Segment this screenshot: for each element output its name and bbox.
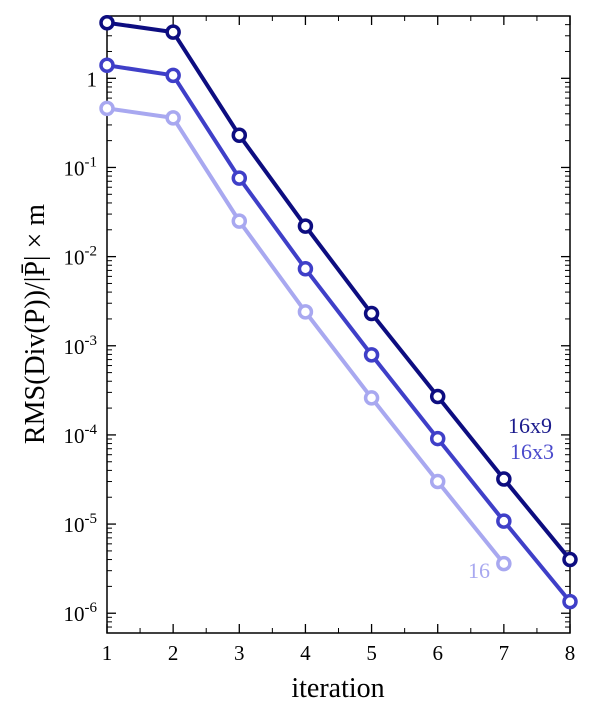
series-group [99,15,578,610]
series-line-16 [106,106,506,565]
y-tick-label: 10-2 [64,244,98,270]
y-axis-label: RMS(Div(P))/|P̄| × m [20,204,51,444]
data-point-16x3 [297,261,314,277]
data-point-16 [297,304,314,320]
y-tick-label: 10-5 [64,511,98,537]
x-tick-label: 5 [366,641,377,665]
series-line-16x9 [106,20,572,561]
x-tick-label: 8 [565,641,576,665]
data-point-16x9 [429,388,446,405]
axis-ticks: 1 2 3 4 5 6 7 8 1 10-1 10-2 10-3 10-4 10-5 10-6 [64,15,576,665]
data-point-16x9 [99,15,115,31]
data-point-16x3 [99,57,115,74]
x-tick-label: 7 [499,641,510,665]
y-tick-label: 10-3 [64,333,98,359]
series-line-16x3 [106,63,572,603]
plot-frame [106,15,571,634]
x-tick-label: 1 [102,641,113,665]
data-point-16 [165,110,181,126]
data-point-16 [363,390,380,406]
data-point-16x9 [496,471,512,487]
x-tick-label: 3 [234,641,245,665]
data-point-16x3 [165,67,181,84]
y-tick-label: 10-1 [64,154,98,180]
data-point-16 [496,555,512,572]
y-tick-label: 1 [87,67,98,91]
data-point-16x3 [496,513,512,529]
data-point-16x9 [363,305,380,322]
series-label-16x9: 16x9 [508,413,552,438]
data-point-16 [231,213,248,229]
data-point-16x9 [231,127,248,143]
y-tick-label: 10-6 [64,600,98,626]
data-point-16 [429,473,446,490]
data-point-16x3 [562,593,578,610]
data-point-16x9 [165,24,181,40]
data-point-16x3 [429,430,446,447]
x-tick-label: 2 [168,641,179,665]
x-axis-label: iteration [291,673,384,704]
data-point-16x9 [562,551,578,568]
series-label-16x3: 16x3 [510,439,554,464]
data-point-16x3 [363,347,380,363]
series-label-16: 16 [468,558,490,583]
x-tick-label: 6 [432,641,443,665]
data-point-16x3 [231,170,248,186]
data-point-16x9 [297,218,314,234]
data-point-16 [99,100,115,117]
x-tick-label: 4 [300,641,311,665]
y-tick-label: 10-4 [64,422,98,448]
